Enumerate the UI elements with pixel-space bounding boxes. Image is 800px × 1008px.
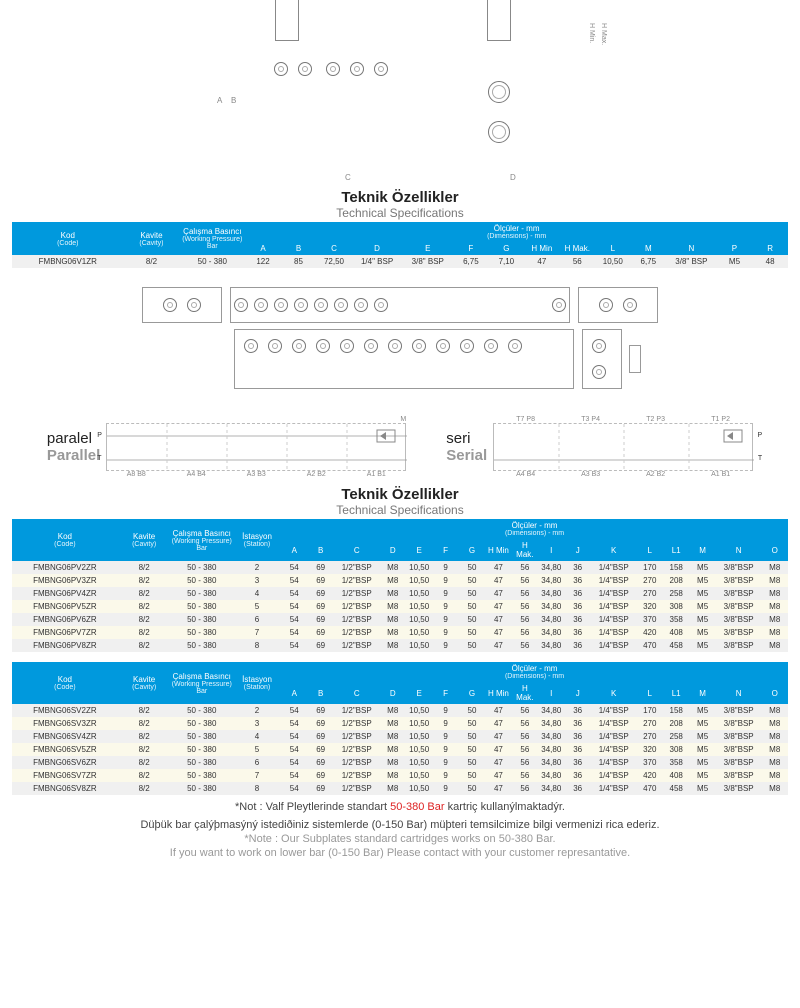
table-row: FMBNG06SV4ZR8/250 - 380454691/2"BSPM810,… <box>12 730 788 743</box>
th-dim-M: M <box>689 539 715 561</box>
table-row: FMBNG06SV2ZR8/250 - 380254691/2"BSPM810,… <box>12 704 788 717</box>
th-dim-L: L <box>637 539 663 561</box>
note-tr-2: Düþük bar çalýþmasýný istediðiniz sistem… <box>12 819 788 831</box>
spec-table-3: Kod(Code) Kavite(Cavity) Çalışma Basıncı… <box>12 662 788 795</box>
th-dim-G: G <box>459 539 485 561</box>
table-row: FMBNG06PV2ZR8/250 - 380254691/2"BSPM810,… <box>12 561 788 574</box>
th-dim-H Min: H Min <box>485 539 511 561</box>
th-dim-L1: L1 <box>663 682 689 704</box>
th-dim-H Min: H Min <box>524 242 559 255</box>
circuit-diagrams: paralel Parallel M P T <box>12 416 788 478</box>
th-dim-J: J <box>564 539 590 561</box>
th-dim-C: C <box>316 242 351 255</box>
th-dim-E: E <box>402 242 453 255</box>
th-dim-L1: L1 <box>663 539 689 561</box>
th-dim-N: N <box>666 242 717 255</box>
th-dim-E: E <box>406 682 432 704</box>
table-row: FMBNG06PV5ZR8/250 - 380554691/2"BSPM810,… <box>12 600 788 613</box>
th-dim-E: E <box>406 539 432 561</box>
table-row: FMBNG06PV3ZR8/250 - 380354691/2"BSPM810,… <box>12 574 788 587</box>
table-row: FMBNG06V1ZR8/250 - 3801228572,501/4" BSP… <box>12 255 788 268</box>
th-dim-B: B <box>307 539 333 561</box>
table-row: FMBNG06SV6ZR8/250 - 380654691/2"BSPM810,… <box>12 756 788 769</box>
th-dim-A: A <box>245 242 280 255</box>
note-en-2: If you want to work on lower bar (0-150 … <box>12 847 788 859</box>
table-row: FMBNG06SV7ZR8/250 - 380754691/2"BSPM810,… <box>12 769 788 782</box>
spec-table-2: Kod(Code) Kavite(Cavity) Çalışma Basıncı… <box>12 519 788 652</box>
th-cavity: Kavite(Cavity) <box>124 222 180 255</box>
table-row: FMBNG06PV6ZR8/250 - 380654691/2"BSPM810,… <box>12 613 788 626</box>
th-dim-H Mak.: H Mak. <box>512 682 538 704</box>
th-dim-M: M <box>689 682 715 704</box>
table-row: FMBNG06SV8ZR8/250 - 380854691/2"BSPM810,… <box>12 782 788 795</box>
table-row: FMBNG06PV7ZR8/250 - 380754691/2"BSPM810,… <box>12 626 788 639</box>
th-dim-R: R <box>752 242 788 255</box>
dim-hmax: H Max. <box>600 23 607 45</box>
th-dim-O: O <box>761 539 788 561</box>
spec-table-1: Kod(Code) Kavite(Cavity) Çalışma Basıncı… <box>12 222 788 268</box>
th-dim-D: D <box>380 539 406 561</box>
title-1: Teknik Özellikler Technical Specificatio… <box>12 189 788 220</box>
title-spec-en: Technical Specifications <box>12 206 788 220</box>
th-dim-A: A <box>281 539 307 561</box>
th-dim-D: D <box>352 242 403 255</box>
th-dim-K: K <box>591 682 637 704</box>
note-tr-1: *Not : Valf Pleytlerinde standart 50-380… <box>12 801 788 813</box>
th-dim-F: F <box>432 682 458 704</box>
th-dim-I: I <box>538 682 564 704</box>
manifold-drawing <box>12 268 788 408</box>
table-row: FMBNG06PV8ZR8/250 - 380854691/2"BSPM810,… <box>12 639 788 652</box>
th-dim-H Mak.: H Mak. <box>512 539 538 561</box>
th-dim-K: K <box>591 539 637 561</box>
th-code: Kod(Code) <box>12 222 124 255</box>
th-dim-M: M <box>631 242 666 255</box>
th-dim-B: B <box>307 682 333 704</box>
title-spec-tr: Teknik Özellikler <box>12 189 788 206</box>
table-row: FMBNG06SV5ZR8/250 - 380554691/2"BSPM810,… <box>12 743 788 756</box>
th-dim-H Min: H Min <box>485 682 511 704</box>
th-dim-B: B <box>281 242 316 255</box>
th-dim-L: L <box>595 242 630 255</box>
label-parallel-tr: paralel <box>47 430 100 447</box>
th-dim-L: L <box>637 682 663 704</box>
th-dim-G: G <box>489 242 524 255</box>
th-dim-C: C <box>334 539 380 561</box>
th-dim-N: N <box>716 682 762 704</box>
label-serial-tr: seri <box>446 430 487 447</box>
table-row: FMBNG06SV3ZR8/250 - 380354691/2"BSPM810,… <box>12 717 788 730</box>
th-dim-G: G <box>459 682 485 704</box>
th-dim-O: O <box>761 682 788 704</box>
note-en-1: *Note : Our Subplates standard cartridge… <box>12 833 788 845</box>
title-2: Teknik Özellikler Technical Specificatio… <box>12 486 788 517</box>
th-dim-C: C <box>334 682 380 704</box>
th-wp: Çalışma Basıncı(Working Pressure)Bar <box>179 222 245 255</box>
th-dim-D: D <box>380 682 406 704</box>
th-dim-F: F <box>453 242 488 255</box>
th-dim-I: I <box>538 539 564 561</box>
label-parallel-en: Parallel <box>47 447 100 464</box>
th-dim-P: P <box>717 242 752 255</box>
dim-hmin: H Min. <box>588 23 595 43</box>
table-row: FMBNG06PV4ZR8/250 - 380454691/2"BSPM810,… <box>12 587 788 600</box>
th-dims: Ölçüler - mm(Dimensions) - mm <box>245 222 788 242</box>
label-serial-en: Serial <box>446 447 487 464</box>
th-dim-F: F <box>432 539 458 561</box>
th-dim-N: N <box>716 539 762 561</box>
top-drawing: B A C H Min. H Max. D <box>12 8 788 183</box>
th-dim-H Mak.: H Mak. <box>560 242 595 255</box>
th-dim-J: J <box>564 682 590 704</box>
th-dim-A: A <box>281 682 307 704</box>
